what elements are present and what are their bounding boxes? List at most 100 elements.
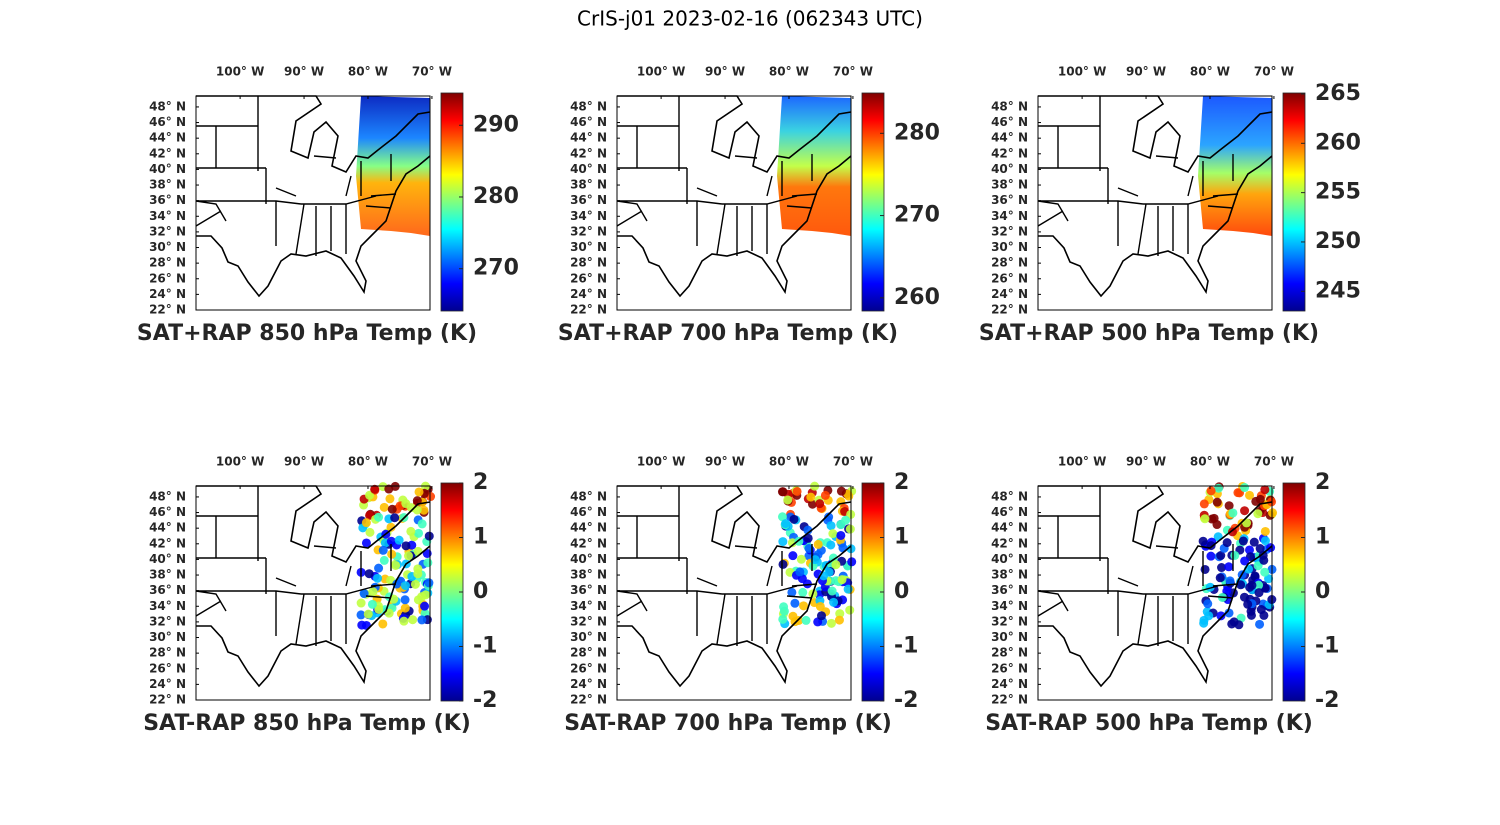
- observation-dot: [1217, 563, 1227, 573]
- lat-tick-label: 44° N: [991, 521, 1028, 535]
- observation-dot: [417, 615, 427, 625]
- observation-dot: [412, 505, 422, 515]
- lat-tick-label: 30° N: [570, 630, 607, 644]
- observation-dot: [816, 611, 826, 621]
- observation-dot: [370, 484, 380, 494]
- colorbar-tick-label: -2: [894, 688, 918, 713]
- observation-dot: [406, 526, 416, 536]
- map-panel: 100° W 90° W 80° W 70° W 48° N 46° N 44° N42° …: [143, 455, 497, 737]
- observation-dot: [400, 603, 410, 613]
- lat-tick-label: 36° N: [570, 193, 607, 207]
- observation-dot: [841, 515, 851, 525]
- observation-dot: [1254, 588, 1264, 598]
- observation-dot: [789, 514, 799, 524]
- lat-tick-label: 46° N: [149, 505, 186, 519]
- lat-tick-label: 22° N: [149, 693, 186, 707]
- observation-dot: [1225, 576, 1235, 586]
- lon-tick-label: 80° W: [1190, 65, 1230, 79]
- colorbar-tick-label: 280: [894, 120, 940, 145]
- observation-dot: [1205, 582, 1215, 592]
- observation-dot: [413, 546, 423, 556]
- panel-title: SAT+RAP 500 hPa Temp (K): [979, 321, 1319, 346]
- lat-tick-label: 34° N: [570, 209, 607, 223]
- observation-dot: [1243, 599, 1253, 609]
- observation-dot: [1228, 508, 1238, 518]
- colorbar-tick-label: 280: [473, 184, 519, 209]
- observation-dot: [1199, 499, 1209, 509]
- observation-dot: [1240, 483, 1250, 493]
- lon-tick-label: 100° W: [216, 65, 264, 79]
- observation-dot: [1255, 544, 1265, 554]
- observation-dot: [364, 569, 374, 579]
- observation-dot: [1216, 611, 1226, 621]
- lat-tick-label: 40° N: [570, 552, 607, 566]
- observation-dot: [827, 586, 837, 596]
- lat-tick-label: 40° N: [149, 162, 186, 176]
- map-frame: [195, 485, 431, 701]
- observation-dot: [796, 554, 806, 564]
- lat-tick-label: 40° N: [991, 162, 1028, 176]
- colorbar-tick-label: -1: [473, 634, 497, 659]
- observation-dot: [787, 587, 797, 597]
- observation-dot: [836, 530, 846, 540]
- lat-tick-label: 44° N: [570, 521, 607, 535]
- observation-dot: [779, 606, 789, 616]
- observation-dot: [385, 494, 395, 504]
- observation-dot: [379, 555, 389, 565]
- panel-title: SAT-RAP 700 hPa Temp (K): [564, 711, 892, 736]
- lat-tick-label: 38° N: [991, 178, 1028, 192]
- lat-tick-label: 34° N: [570, 599, 607, 613]
- observation-dot: [781, 519, 791, 529]
- observation-dot: [1224, 501, 1234, 511]
- observation-dot: [417, 519, 427, 529]
- observation-dot: [1249, 537, 1259, 547]
- observation-dot: [1206, 486, 1216, 496]
- lat-tick-label: 26° N: [149, 661, 186, 675]
- lat-tick-label: 26° N: [991, 271, 1028, 285]
- colorbar-tick-label: -1: [894, 634, 918, 659]
- lat-tick-label: 42° N: [149, 146, 186, 160]
- observation-dot: [399, 616, 409, 626]
- lon-tick-label: 80° W: [348, 65, 388, 79]
- observation-dot: [1255, 619, 1265, 629]
- observation-dot: [357, 620, 367, 630]
- observation-dot: [1245, 545, 1255, 555]
- observation-dot: [1222, 538, 1232, 548]
- lon-tick-label: 90° W: [705, 455, 745, 469]
- lon-tick-label: 70° W: [833, 65, 873, 79]
- observation-dot: [1236, 580, 1246, 590]
- lat-tick-label: 48° N: [149, 489, 186, 503]
- satellite-swath: [1198, 96, 1272, 236]
- lat-tick-label: 42° N: [570, 536, 607, 550]
- colorbar-tick-label: 265: [1315, 81, 1361, 106]
- lat-tick-label: 32° N: [570, 224, 607, 238]
- lon-tick-label: 90° W: [1126, 455, 1166, 469]
- observation-dot: [1260, 536, 1270, 546]
- observation-dot: [799, 601, 809, 611]
- lat-tick-label: 46° N: [991, 505, 1028, 519]
- observation-dot: [1260, 567, 1270, 577]
- observation-dot: [1229, 617, 1239, 627]
- observation-dot: [1215, 573, 1225, 583]
- observation-dot: [801, 615, 811, 625]
- observation-dot: [414, 528, 424, 538]
- observation-dot: [373, 573, 383, 583]
- observation-dot: [1253, 561, 1263, 571]
- lon-tick-label: 80° W: [348, 455, 388, 469]
- observation-dot: [777, 512, 787, 522]
- colorbar-tick-label: 270: [473, 256, 519, 281]
- observation-dot: [1258, 550, 1268, 560]
- observation-dot: [1199, 618, 1209, 628]
- observation-dot: [374, 512, 384, 522]
- observation-dot: [401, 499, 411, 509]
- lat-tick-label: 38° N: [149, 568, 186, 582]
- lat-tick-label: 22° N: [991, 303, 1028, 317]
- lat-tick-label: 26° N: [570, 271, 607, 285]
- observation-dot: [847, 557, 857, 567]
- lat-tick-label: 34° N: [149, 599, 186, 613]
- observation-dot: [826, 618, 836, 628]
- observation-dot: [1254, 580, 1264, 590]
- lat-tick-label: 24° N: [570, 677, 607, 691]
- colorbar-tick-label: 1: [1315, 525, 1330, 550]
- panel-title: SAT-RAP 850 hPa Temp (K): [143, 711, 471, 736]
